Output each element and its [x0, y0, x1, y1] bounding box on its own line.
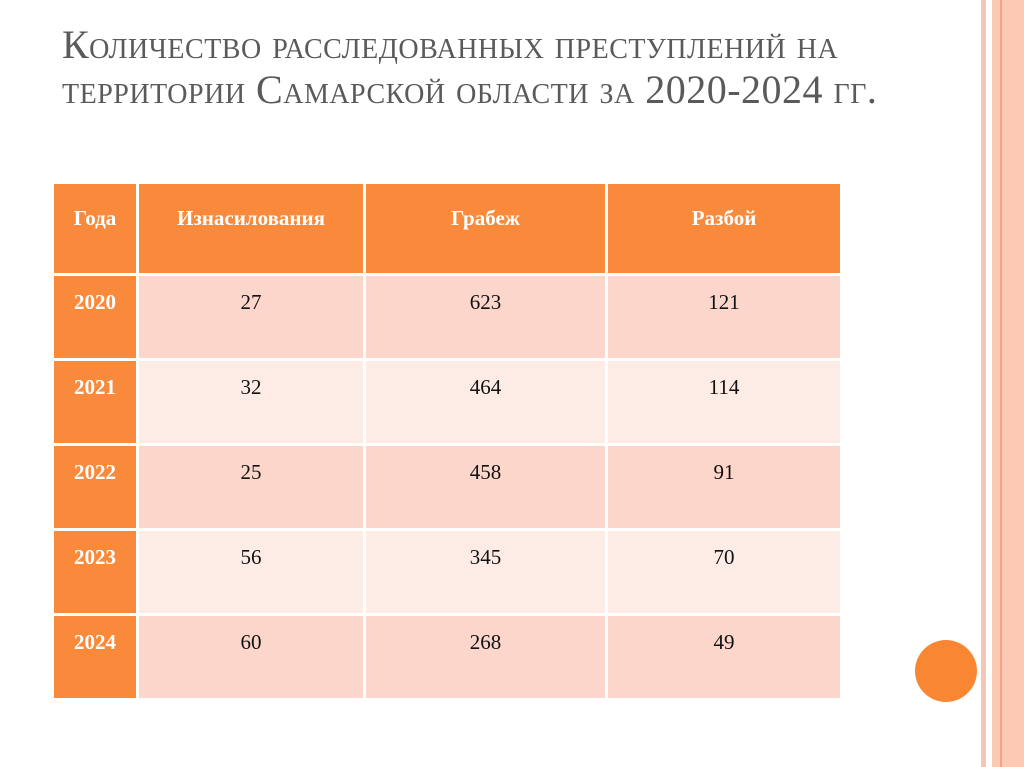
- year-cell: 2022: [51, 443, 139, 531]
- table-row: 2020 27 623 121: [51, 273, 843, 361]
- header-rape: Изнасилования: [136, 181, 366, 276]
- cell: 25: [136, 443, 366, 531]
- table-row: 2023 56 345 70: [51, 528, 843, 616]
- slide-title: Количество расследованных преступлений н…: [62, 22, 878, 112]
- cell: 458: [363, 443, 608, 531]
- cell: 91: [605, 443, 843, 531]
- table-header-row: Года Изнасилования Грабеж Разбой: [51, 181, 843, 276]
- decorative-stripe: [1000, 0, 1002, 767]
- crime-table: Года Изнасилования Грабеж Разбой 2020 27…: [51, 181, 843, 701]
- year-cell: 2021: [51, 358, 139, 446]
- cell: 268: [363, 613, 608, 701]
- cell: 623: [363, 273, 608, 361]
- cell: 49: [605, 613, 843, 701]
- year-cell: 2024: [51, 613, 139, 701]
- cell: 70: [605, 528, 843, 616]
- table-row: 2024 60 268 49: [51, 613, 843, 701]
- header-robbery: Грабеж: [363, 181, 608, 276]
- header-armed-robbery: Разбой: [605, 181, 843, 276]
- cell: 121: [605, 273, 843, 361]
- decorative-stripe: [992, 0, 1024, 767]
- year-cell: 2020: [51, 273, 139, 361]
- cell: 27: [136, 273, 366, 361]
- cell: 56: [136, 528, 366, 616]
- decorative-stripe: [981, 0, 986, 767]
- table-row: 2022 25 458 91: [51, 443, 843, 531]
- table-row: 2021 32 464 114: [51, 358, 843, 446]
- decorative-circle: [915, 640, 977, 702]
- cell: 32: [136, 358, 366, 446]
- cell: 464: [363, 358, 608, 446]
- header-year: Года: [51, 181, 139, 276]
- cell: 60: [136, 613, 366, 701]
- cell: 345: [363, 528, 608, 616]
- year-cell: 2023: [51, 528, 139, 616]
- cell: 114: [605, 358, 843, 446]
